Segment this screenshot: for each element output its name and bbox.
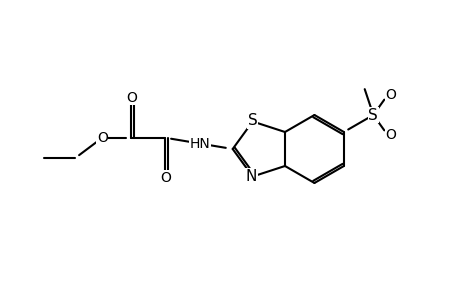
- Text: N: N: [246, 169, 257, 184]
- Text: O: O: [159, 171, 170, 185]
- Text: O: O: [385, 128, 395, 142]
- Text: O: O: [97, 131, 107, 145]
- Text: O: O: [385, 88, 395, 102]
- Text: S: S: [247, 113, 257, 128]
- Text: O: O: [125, 91, 136, 105]
- Text: S: S: [368, 107, 377, 122]
- Text: HN: HN: [189, 137, 210, 151]
